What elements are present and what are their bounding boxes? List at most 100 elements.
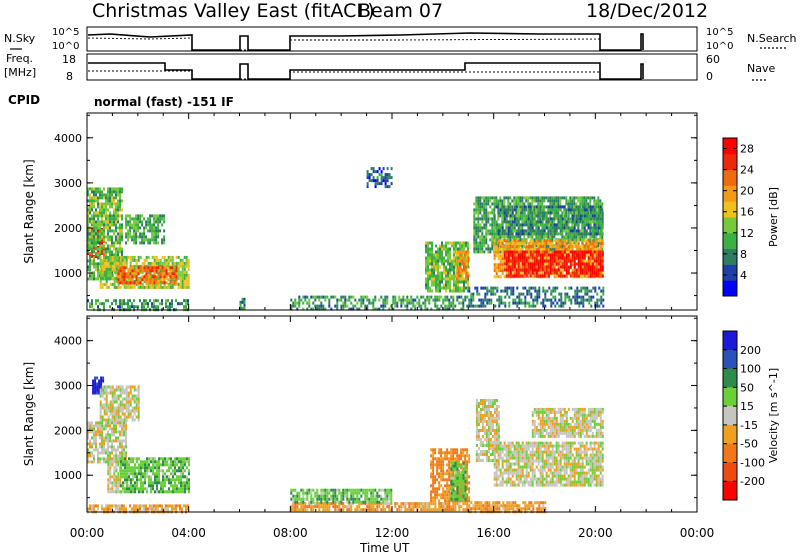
data-region — [125, 214, 166, 245]
nsky-tick-right-bottom: 10^0 — [706, 41, 733, 52]
x-tick-label: 00:00 — [70, 526, 105, 540]
colorbar-swatch — [723, 201, 737, 218]
colorbar-swatch — [723, 331, 737, 351]
y-tick-label: 4000 — [54, 335, 82, 348]
colorbar-tick-label: 8 — [740, 248, 747, 261]
colorbar-swatch — [723, 169, 737, 186]
data-region — [239, 297, 246, 310]
colorbar-tick-label: 50 — [740, 381, 754, 394]
y-tick-label: 3000 — [54, 380, 82, 393]
colorbar-swatch — [723, 368, 737, 388]
colorbar-swatch — [723, 232, 737, 250]
data-region — [120, 457, 190, 494]
colorbar-tick-label: -50 — [740, 438, 758, 451]
colorbar-swatch — [723, 185, 737, 202]
power-heatmap: 1000 2000 3000 4000 Slant Range [km] — [22, 112, 698, 312]
colorbar-tick-label: 12 — [740, 227, 754, 240]
colorbar-tick-label: -15 — [740, 419, 758, 432]
x-tick-label: 08:00 — [273, 526, 308, 540]
x-tick-label: 12:00 — [375, 526, 410, 540]
data-region — [450, 461, 467, 501]
data-region — [493, 441, 604, 487]
colorbar-swatch — [723, 248, 737, 265]
nsky-tick-left-bottom: 10^0 — [52, 41, 79, 52]
colorbar-tick-label: 200 — [740, 344, 761, 357]
colorbar-swatch — [723, 217, 737, 234]
power-colorbar: 4 8 12 16 20 24 28 Power [dB] — [722, 137, 780, 297]
colorbar-tick-label: 20 — [740, 185, 754, 198]
data-region — [455, 250, 470, 281]
data-region — [468, 286, 605, 308]
time-axis: 00:00 04:00 08:00 12:00 16:00 20:00 00:00 — [70, 526, 715, 540]
colorbar-swatch — [723, 462, 737, 482]
data-region — [290, 488, 393, 504]
colorbar-label: Power [dB] — [767, 187, 780, 247]
data-region — [87, 421, 127, 464]
velocity-heatmap: 1000 2000 3000 4000 Slant Range [km] — [22, 315, 698, 514]
colorbar-swatch — [723, 280, 737, 297]
y-axis-label: Slant Range [km] — [22, 159, 36, 263]
colorbar-swatch — [723, 264, 737, 281]
colorbar-swatch — [723, 443, 737, 463]
nsky-tick-right-top: 10^5 — [706, 27, 733, 38]
plot-background — [87, 113, 697, 310]
date-label: 18/Dec/2012 — [586, 0, 708, 22]
freq-lines — [88, 62, 644, 80]
freq-unit-label: [MHz] — [4, 66, 36, 79]
x-axis-label: Time UT — [359, 541, 410, 554]
data-region — [503, 250, 604, 278]
beam-label: Beam 07 — [358, 0, 443, 22]
freq-tick-bottom: 8 — [66, 70, 73, 83]
colorbar-swatch — [723, 138, 737, 155]
nave-tick-top: 60 — [706, 53, 720, 66]
nsky-panel-frame — [86, 26, 698, 52]
x-tick-label: 00:00 — [680, 526, 715, 540]
data-region — [99, 385, 140, 422]
colorbar-swatch — [723, 349, 737, 370]
colorbar-swatch — [723, 481, 737, 501]
colorbar-tick-label: -200 — [740, 475, 765, 488]
x-tick-label: 04:00 — [171, 526, 206, 540]
y-tick-label: 1000 — [54, 469, 82, 482]
cpid-text: normal (fast) -151 IF — [94, 95, 234, 109]
freq-label: Freq. — [6, 52, 33, 65]
y-tick-label: 1000 — [54, 267, 82, 280]
data-region — [366, 167, 393, 189]
y-tick-label: 2000 — [54, 222, 82, 235]
nave-label: Nave — [747, 62, 775, 75]
y-tick-label: 2000 — [54, 424, 82, 437]
colorbar-swatch — [723, 424, 737, 445]
cpid-label: CPID — [8, 93, 40, 107]
data-region — [290, 295, 469, 311]
colorbar-tick-label: 15 — [740, 400, 754, 413]
nsky-label: N.Sky — [4, 32, 36, 45]
data-region — [117, 266, 178, 285]
x-tick-label: 16:00 — [476, 526, 511, 540]
colorbar-tick-label: 24 — [740, 164, 754, 177]
y-tick-label: 4000 — [54, 132, 82, 145]
y-axis-label: Slant Range [km] — [22, 362, 36, 466]
colorbar-swatch — [723, 153, 737, 171]
colorbar-tick-label: 16 — [740, 206, 754, 219]
nave-tick-bottom: 0 — [706, 70, 713, 83]
freq-tick-top: 18 — [62, 53, 76, 66]
colorbar-tick-label: 4 — [740, 269, 747, 282]
colorbar-frame — [722, 137, 738, 297]
freq-panel-frame — [86, 53, 698, 81]
colorbar-tick-label: 28 — [740, 143, 754, 156]
colorbar-swatch — [723, 387, 737, 407]
colorbar-swatch — [723, 406, 737, 426]
data-region — [493, 205, 604, 236]
nsearch-label: N.Search — [747, 32, 797, 45]
nsky-lines — [87, 32, 644, 51]
colorbar-tick-label: -100 — [740, 456, 765, 469]
nsky-tick-left-top: 10^5 — [52, 27, 79, 38]
colorbar-frame — [722, 330, 738, 501]
data-region — [531, 407, 604, 438]
y-tick-label: 3000 — [54, 177, 82, 190]
colorbar-tick-label: 100 — [740, 363, 761, 376]
x-tick-label: 20:00 — [578, 526, 613, 540]
colorbar-label: Velocity [m s^-1] — [767, 368, 780, 463]
